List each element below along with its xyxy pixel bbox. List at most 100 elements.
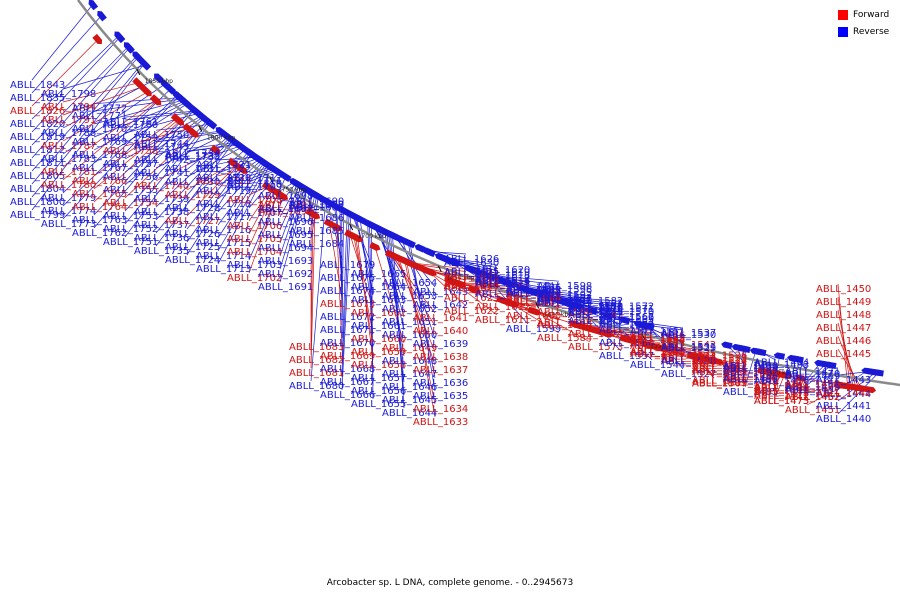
gene-label-forward: ABLL_1611 <box>475 315 530 326</box>
gene-label-forward: ABLL_1669 <box>320 351 375 362</box>
gene-label-reverse: ABLL_1496 <box>723 363 778 374</box>
scale-tick <box>641 333 646 341</box>
gene-label-reverse: ABLL_1725 <box>165 242 220 253</box>
gene-arrow <box>856 384 868 392</box>
gene-arrow <box>141 86 152 97</box>
gene-label-reverse: ABLL_1703 <box>227 260 282 271</box>
gene-arrow <box>504 280 516 289</box>
gene-label-reverse: ABLL_1783 <box>41 154 96 165</box>
gene-label-reverse: ABLL_1799 <box>10 210 65 221</box>
connector-line <box>392 235 405 409</box>
gene-arrow <box>658 344 671 353</box>
gene-label-reverse: ABLL_1709 <box>227 182 282 193</box>
gene-label-forward: ABLL_1588 <box>537 318 592 329</box>
connector-line <box>371 225 374 400</box>
gene-label-forward: ABLL_1451 <box>785 405 840 416</box>
connector-line <box>186 149 246 204</box>
gene-label-forward: ABLL_1542 <box>661 340 716 351</box>
gene-label-forward: ABLL_1705 <box>227 234 282 245</box>
gene-label-reverse: ABLL_1654 <box>382 278 437 289</box>
gene-label-reverse: ABLL_1779 <box>41 193 96 204</box>
gene-label-forward: ABLL_1702 <box>227 273 282 284</box>
gene-label-reverse: ABLL_1719 <box>196 186 251 197</box>
connector-line <box>93 119 179 190</box>
gene-label-reverse: ABLL_1713 <box>196 264 251 275</box>
connector-line <box>392 255 436 327</box>
gene-label-reverse: ABLL_1693 <box>258 256 313 267</box>
gene-label-reverse: ABLL_1731 <box>165 164 220 175</box>
gene-label-reverse: ABLL_1835 <box>10 93 65 104</box>
connector-line <box>248 190 275 248</box>
gene-label-reverse: ABLL_1768 <box>72 150 127 161</box>
gene-arrow <box>507 299 519 308</box>
gene-label-forward: ABLL_1452 <box>785 392 840 403</box>
gene-label-forward: ABLL_1467 <box>785 392 840 403</box>
connector-line <box>62 88 171 194</box>
gene-label-reverse: ABLL_1630 <box>444 258 499 269</box>
gene-label-forward: ABLL_1549 <box>630 349 685 360</box>
gene-label-forward: ABLL_1609 <box>506 291 561 302</box>
gene-label-reverse: ABLL_1798 <box>41 89 96 100</box>
connector-line <box>248 170 276 183</box>
gene-arrow <box>872 369 884 377</box>
gene-label-forward: ABLL_1532 <box>661 357 716 368</box>
gene-arrow <box>309 210 321 220</box>
gene-label-forward: ABLL_1498 <box>723 378 778 389</box>
connector-line <box>535 311 591 343</box>
gene-label-forward: ABLL_1623 <box>444 293 499 304</box>
connector-line <box>124 115 202 160</box>
gene-label-reverse: ABLL_1580 <box>568 301 623 312</box>
gene-label-reverse: ABLL_1771 <box>72 111 127 122</box>
gene-label-reverse: ABLL_1761 <box>103 117 158 128</box>
connector-line <box>248 176 287 261</box>
gene-label-reverse: ABLL_1598 <box>537 281 592 292</box>
gene-label-forward: ABLL_1629 <box>444 277 499 288</box>
gene-arrow <box>529 307 542 316</box>
gene-label-reverse: ABLL_1589 <box>537 298 592 309</box>
gene-arrow <box>236 164 248 174</box>
gene-label-reverse: ABLL_1805 <box>10 171 65 182</box>
connector-line <box>837 309 854 388</box>
gene-label-reverse: ABLL_1615 <box>475 279 530 290</box>
connector-line <box>607 333 684 341</box>
gene-label-reverse: ABLL_1565 <box>599 315 654 326</box>
gene-label-reverse: ABLL_1698 <box>258 191 313 202</box>
gene-label-reverse: ABLL_1648 <box>382 356 437 367</box>
gene-label-reverse: ABLL_1537 <box>661 328 716 339</box>
gene-label-reverse: ABLL_1531 <box>661 342 716 353</box>
gene-label-reverse: ABLL_1819 <box>10 132 65 143</box>
connector-line <box>248 172 280 209</box>
legend: Forward Reverse <box>838 6 900 40</box>
connector-line <box>93 99 183 125</box>
gene-label-forward: ABLL_1754 <box>103 198 158 209</box>
gene-label-reverse: ABLL_1575 <box>568 316 623 327</box>
gene-arrow <box>454 279 467 289</box>
connector-line <box>248 189 274 235</box>
connector-line <box>31 62 144 198</box>
gene-label-forward: ABLL_1475 <box>754 396 809 407</box>
gene-label-forward: ABLL_1526 <box>692 351 747 362</box>
connector-line <box>341 213 350 378</box>
gene-label-reverse: ABLL_1680 <box>289 381 344 392</box>
gene-arrow <box>792 355 804 364</box>
gene-label-reverse: ABLL_1596 <box>537 285 592 296</box>
gene-label-reverse: ABLL_1715 <box>196 238 251 249</box>
legend-reverse: Reverse <box>838 23 900 40</box>
gene-label-reverse: ABLL_1804 <box>10 184 65 195</box>
connector-line <box>155 136 229 195</box>
connector-line <box>543 295 622 302</box>
gene-label-reverse: ABLL_1579 <box>568 304 623 315</box>
gene-label-forward: ABLL_1473 <box>754 396 809 407</box>
gene-arrow <box>712 357 724 366</box>
backbone-arc <box>76 0 900 387</box>
gene-label-reverse: ABLL_1739 <box>134 194 189 205</box>
gene-label-reverse: ABLL_1626 <box>444 254 499 265</box>
connector-line <box>62 82 138 103</box>
gene-label-reverse: ABLL_1582 <box>568 296 623 307</box>
connector-line <box>31 15 102 94</box>
gene-label-reverse: ABLL_1689 <box>289 199 344 210</box>
gene-label-forward: ABLL_1480 <box>754 383 809 394</box>
connector-line <box>279 182 297 205</box>
gene-label-forward: ABLL_1787 <box>41 141 96 152</box>
